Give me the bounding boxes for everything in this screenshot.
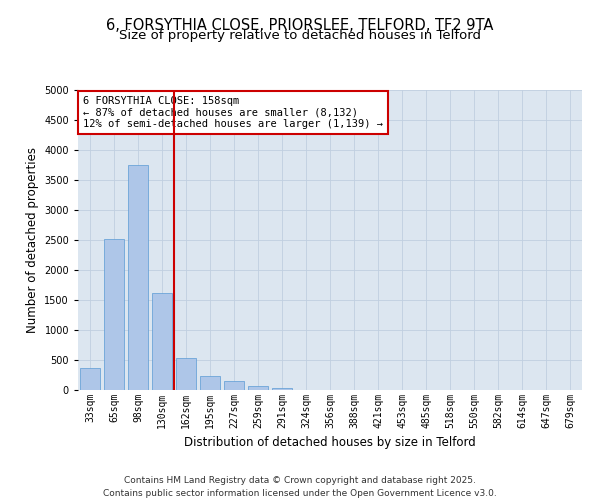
Bar bbox=[128, 165, 148, 390]
Text: Size of property relative to detached houses in Telford: Size of property relative to detached ho… bbox=[119, 28, 481, 42]
Text: 6 FORSYTHIA CLOSE: 158sqm
← 87% of detached houses are smaller (8,132)
12% of se: 6 FORSYTHIA CLOSE: 158sqm ← 87% of detac… bbox=[83, 96, 383, 129]
Text: Contains HM Land Registry data © Crown copyright and database right 2025.
Contai: Contains HM Land Registry data © Crown c… bbox=[103, 476, 497, 498]
X-axis label: Distribution of detached houses by size in Telford: Distribution of detached houses by size … bbox=[184, 436, 476, 450]
Y-axis label: Number of detached properties: Number of detached properties bbox=[26, 147, 38, 333]
Bar bbox=[272, 388, 292, 390]
Bar bbox=[104, 239, 124, 390]
Bar bbox=[176, 358, 196, 390]
Bar bbox=[200, 376, 220, 390]
Bar bbox=[248, 386, 268, 390]
Text: 6, FORSYTHIA CLOSE, PRIORSLEE, TELFORD, TF2 9TA: 6, FORSYTHIA CLOSE, PRIORSLEE, TELFORD, … bbox=[106, 18, 494, 32]
Bar bbox=[80, 368, 100, 390]
Bar bbox=[152, 293, 172, 390]
Bar bbox=[224, 381, 244, 390]
